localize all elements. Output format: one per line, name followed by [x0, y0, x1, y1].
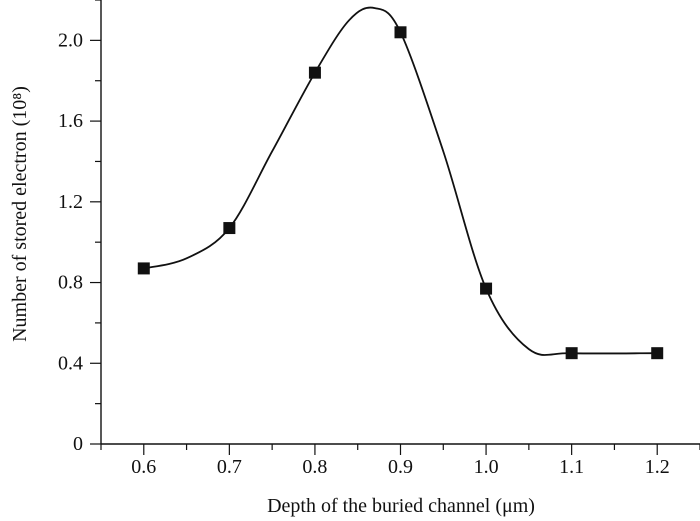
y-tick-label: 1.2 [58, 191, 83, 213]
data-point-marker [651, 347, 664, 360]
axes [100, 0, 700, 445]
y-axis-title: Number of stored electron (10⁸) [9, 86, 31, 342]
y-tick-label: 0.8 [58, 272, 83, 294]
y-tick-label: 1.6 [58, 110, 83, 132]
x-tick-label: 0.7 [217, 456, 242, 478]
x-tick-label: 0.9 [388, 456, 413, 478]
x-tick-label: 0.8 [302, 456, 327, 478]
data-point-marker [308, 66, 321, 79]
y-tick-label: 0.4 [58, 352, 83, 374]
x-tick-label: 1.1 [559, 456, 584, 478]
x-tick-label: 0.6 [131, 456, 156, 478]
data-point-marker [223, 222, 236, 235]
markers [137, 26, 664, 360]
x-tick-label: 1.0 [474, 456, 499, 478]
data-point-marker [480, 282, 493, 295]
y-tick-label: 2.0 [58, 29, 83, 51]
x-axis-title: Depth of the buried channel (μm) [267, 495, 535, 517]
data-point-marker [565, 347, 578, 360]
y-tick-label: 0 [73, 433, 83, 455]
series-curve [143, 6, 658, 356]
tick-labels: 0.6 0.7 0.8 0.9 1.0 1.1 1.2 0 0.4 0.8 1.2 1.6 2.0 [58, 29, 670, 478]
ticks [90, 0, 700, 455]
data-point-marker [137, 262, 150, 275]
data-point-marker [394, 26, 407, 39]
x-tick-label: 1.2 [645, 456, 670, 478]
